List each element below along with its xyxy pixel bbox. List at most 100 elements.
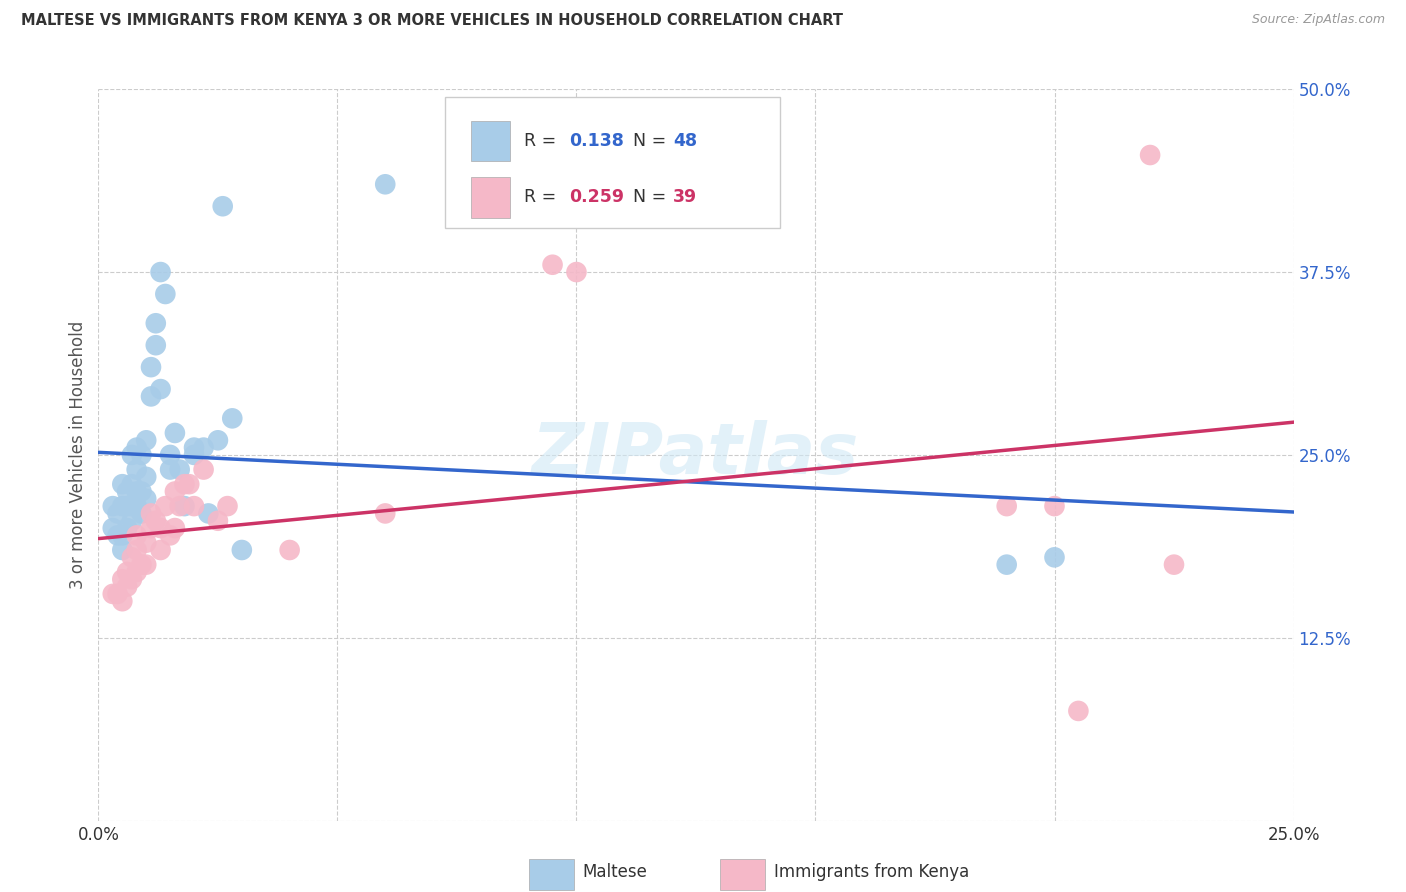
Point xyxy=(179,477,201,491)
Point xyxy=(193,462,215,476)
Point xyxy=(231,543,253,558)
Text: Immigrants from Kenya: Immigrants from Kenya xyxy=(773,863,969,880)
Point xyxy=(183,448,205,462)
Point xyxy=(135,470,157,484)
Text: 0.259: 0.259 xyxy=(569,188,624,206)
Point xyxy=(115,565,138,579)
Point xyxy=(995,499,1018,513)
Point xyxy=(995,558,1018,572)
Point xyxy=(139,521,162,535)
Point xyxy=(169,462,191,476)
Point xyxy=(374,507,396,521)
Point xyxy=(163,521,186,535)
Point xyxy=(131,558,153,572)
Point xyxy=(135,491,157,506)
Point xyxy=(115,484,138,499)
Text: 0.138: 0.138 xyxy=(569,132,624,150)
Point xyxy=(149,265,172,279)
Point xyxy=(149,521,172,535)
Point xyxy=(211,199,233,213)
Text: MALTESE VS IMMIGRANTS FROM KENYA 3 OR MORE VEHICLES IN HOUSEHOLD CORRELATION CHA: MALTESE VS IMMIGRANTS FROM KENYA 3 OR MO… xyxy=(21,13,844,29)
Point xyxy=(135,434,157,448)
Point xyxy=(135,558,157,572)
Point xyxy=(183,499,205,513)
Point xyxy=(149,543,172,558)
Point xyxy=(115,499,138,513)
Point xyxy=(1043,550,1066,565)
Point xyxy=(1163,558,1185,572)
Point xyxy=(155,499,177,513)
Point xyxy=(111,543,134,558)
Point xyxy=(121,448,143,462)
Point xyxy=(149,382,172,396)
Point xyxy=(541,258,564,272)
Text: 48: 48 xyxy=(673,132,697,150)
Text: ZIPatlas: ZIPatlas xyxy=(533,420,859,490)
Point xyxy=(121,514,143,528)
Point xyxy=(101,521,124,535)
Y-axis label: 3 or more Vehicles in Household: 3 or more Vehicles in Household xyxy=(69,321,87,589)
Point xyxy=(111,528,134,542)
Point xyxy=(125,484,148,499)
Point xyxy=(217,499,239,513)
FancyBboxPatch shape xyxy=(471,178,509,218)
FancyBboxPatch shape xyxy=(720,859,765,890)
Point xyxy=(565,265,588,279)
Point xyxy=(111,572,134,586)
Point xyxy=(159,462,181,476)
Point xyxy=(101,499,124,513)
Point xyxy=(139,389,162,403)
Text: N =: N = xyxy=(621,132,672,150)
Point xyxy=(207,434,229,448)
Text: R =: R = xyxy=(524,132,561,150)
Point xyxy=(145,316,167,330)
Point xyxy=(221,411,243,425)
Point xyxy=(193,441,215,455)
Point xyxy=(101,587,124,601)
Point xyxy=(163,425,186,440)
Point xyxy=(155,287,177,301)
Point xyxy=(145,338,167,352)
Point xyxy=(197,507,219,521)
Point xyxy=(145,514,167,528)
Point xyxy=(173,477,195,491)
Text: N =: N = xyxy=(621,188,672,206)
Point xyxy=(131,448,153,462)
Point xyxy=(125,441,148,455)
Point xyxy=(374,178,396,192)
FancyBboxPatch shape xyxy=(444,96,780,228)
Point xyxy=(111,499,134,513)
Point xyxy=(121,499,143,513)
Text: Maltese: Maltese xyxy=(582,863,647,880)
Point xyxy=(107,507,129,521)
Point xyxy=(135,535,157,549)
Point xyxy=(125,462,148,476)
Point xyxy=(121,572,143,586)
Point xyxy=(115,580,138,594)
Point xyxy=(1139,148,1161,162)
Point xyxy=(125,528,148,542)
Point xyxy=(207,514,229,528)
Point xyxy=(159,448,181,462)
Point xyxy=(139,360,162,375)
Point xyxy=(169,499,191,513)
Point xyxy=(131,484,153,499)
Text: R =: R = xyxy=(524,188,561,206)
Point xyxy=(1043,499,1066,513)
Point xyxy=(121,550,143,565)
Point xyxy=(163,484,186,499)
Point xyxy=(159,528,181,542)
Point xyxy=(121,477,143,491)
Point xyxy=(125,543,148,558)
Point xyxy=(1067,704,1090,718)
Point xyxy=(107,587,129,601)
Point xyxy=(131,507,153,521)
Text: Source: ZipAtlas.com: Source: ZipAtlas.com xyxy=(1251,13,1385,27)
Point xyxy=(183,441,205,455)
Point xyxy=(115,521,138,535)
FancyBboxPatch shape xyxy=(529,859,574,890)
FancyBboxPatch shape xyxy=(471,121,509,161)
Point xyxy=(278,543,301,558)
Point xyxy=(111,477,134,491)
Text: 39: 39 xyxy=(673,188,697,206)
